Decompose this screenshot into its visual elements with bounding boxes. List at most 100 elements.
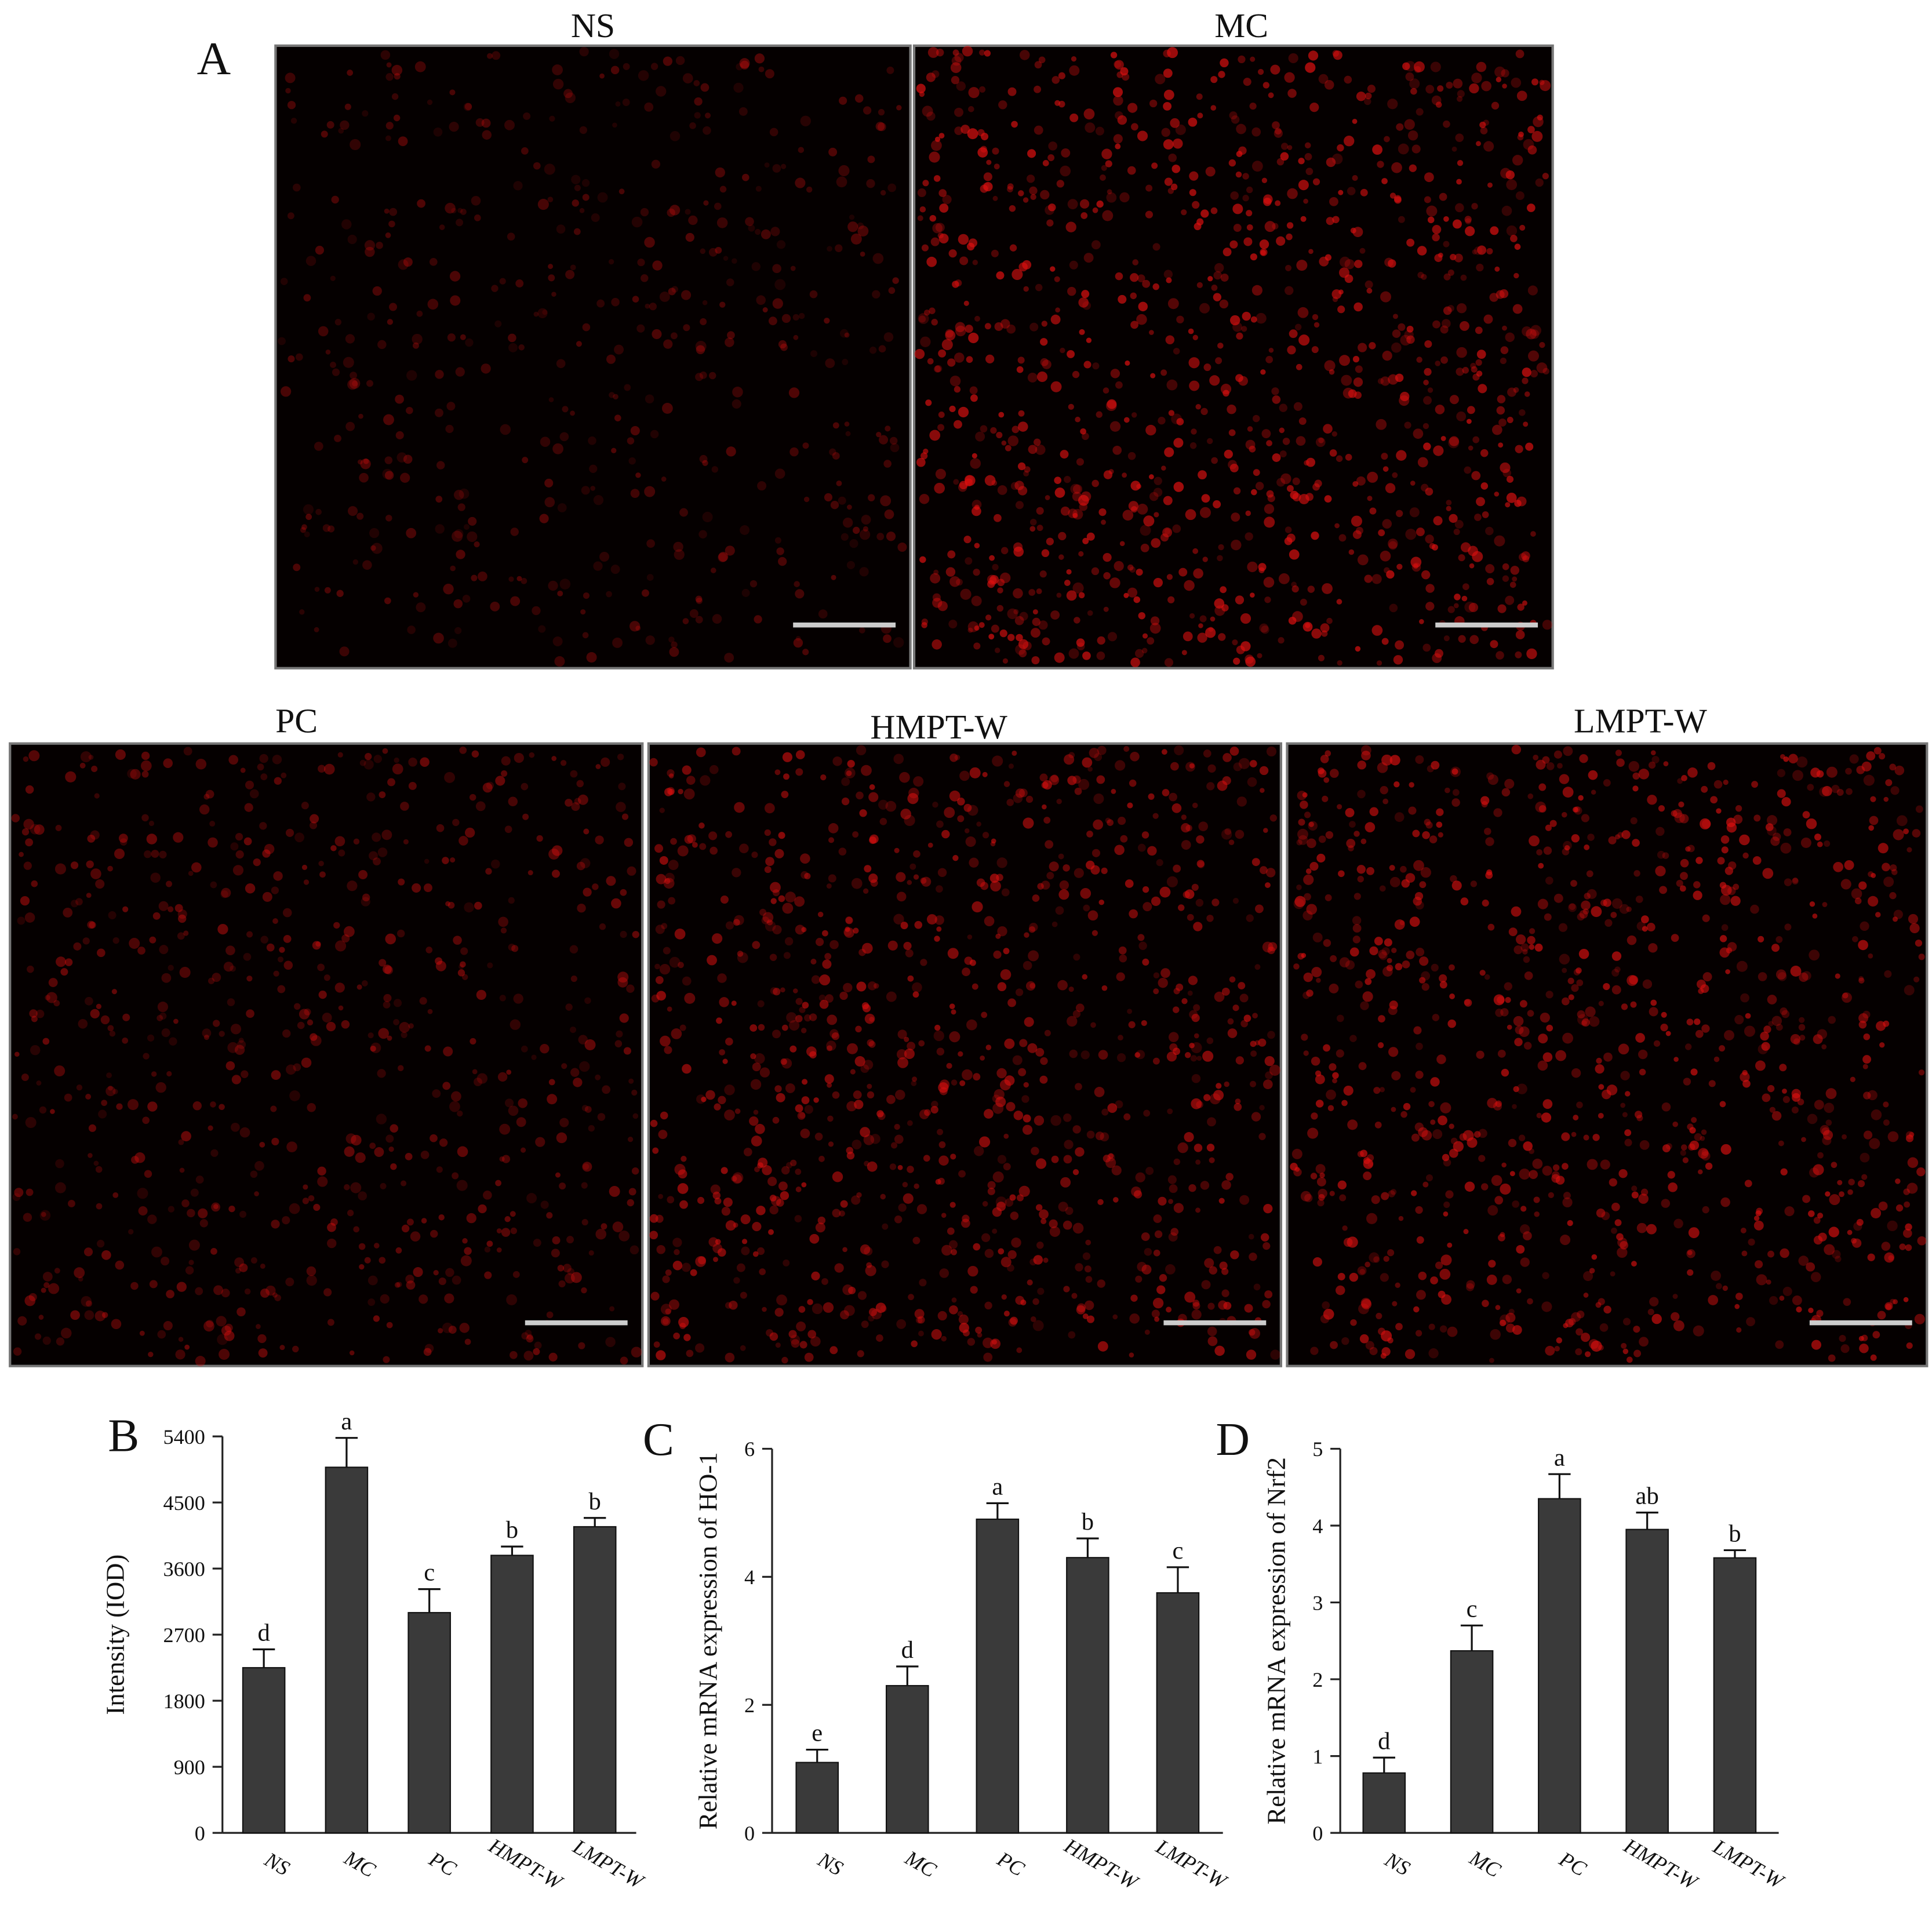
cell-dot bbox=[1439, 192, 1447, 201]
cell-dot bbox=[860, 1127, 871, 1138]
cell-dot bbox=[1538, 862, 1544, 869]
cell-dot bbox=[1349, 947, 1359, 957]
cell-dot bbox=[1450, 1137, 1458, 1145]
cell-dot bbox=[1510, 235, 1518, 242]
cell-dot bbox=[1471, 72, 1482, 83]
cell-dot bbox=[1030, 194, 1036, 201]
panel-label: A bbox=[197, 32, 231, 85]
cell-dot bbox=[1524, 391, 1530, 397]
cell-dot bbox=[1153, 988, 1159, 995]
cell-dot bbox=[1259, 766, 1269, 776]
cell-dot bbox=[1807, 784, 1814, 791]
cell-dot bbox=[1329, 983, 1339, 993]
cell-dot bbox=[454, 529, 464, 538]
cell-dot bbox=[960, 588, 972, 600]
cell-dot bbox=[168, 906, 174, 912]
cell-dot bbox=[274, 1294, 281, 1301]
cell-dot bbox=[1163, 49, 1171, 58]
cell-dot bbox=[1541, 1301, 1552, 1312]
cell-dot bbox=[322, 524, 331, 532]
cell-dot bbox=[772, 1116, 780, 1124]
cell-dot bbox=[699, 843, 707, 850]
cell-dot bbox=[597, 1113, 606, 1121]
cell-dot bbox=[265, 1285, 276, 1296]
cell-dot bbox=[796, 1321, 806, 1331]
cell-dot bbox=[895, 1090, 905, 1100]
cell-dot bbox=[526, 1193, 537, 1204]
y-tick-label: 5400 bbox=[163, 1425, 205, 1449]
cell-dot bbox=[1474, 514, 1482, 521]
cell-dot bbox=[593, 495, 604, 505]
cell-dot bbox=[1516, 90, 1527, 101]
cell-dot bbox=[1906, 1182, 1918, 1194]
cell-dot bbox=[1792, 878, 1799, 885]
cell-dot bbox=[847, 759, 855, 768]
cell-dot bbox=[1189, 442, 1197, 449]
cell-dot bbox=[483, 1191, 492, 1200]
cell-dot bbox=[1516, 496, 1527, 507]
cell-dot bbox=[30, 1045, 41, 1056]
cell-dot bbox=[1394, 919, 1405, 930]
cell-dot bbox=[23, 861, 32, 870]
cell-dot bbox=[929, 151, 940, 163]
cell-dot bbox=[878, 799, 889, 810]
cell-dot bbox=[1657, 850, 1665, 859]
cell-dot bbox=[540, 1043, 550, 1054]
cell-dot bbox=[894, 1134, 904, 1144]
cell-dot bbox=[1021, 1095, 1029, 1103]
cell-dot bbox=[75, 898, 83, 906]
cell-dot bbox=[741, 1239, 748, 1244]
cell-dot bbox=[957, 815, 965, 823]
cell-dot bbox=[1307, 1127, 1319, 1139]
cell-dot bbox=[1416, 356, 1422, 363]
cell-dot bbox=[1101, 519, 1106, 525]
cell-dot bbox=[308, 1195, 315, 1202]
cell-dot bbox=[1316, 1177, 1326, 1187]
cell-dot bbox=[1415, 1071, 1424, 1079]
cell-dot bbox=[868, 792, 879, 802]
cell-dot bbox=[1039, 570, 1047, 578]
cell-dot bbox=[1042, 637, 1050, 646]
cell-dot bbox=[1199, 507, 1211, 518]
cell-dot bbox=[751, 262, 761, 271]
cell-dot bbox=[234, 1045, 245, 1055]
cell-dot bbox=[1164, 177, 1173, 186]
cell-dot bbox=[1323, 424, 1333, 434]
cell-dot bbox=[35, 1009, 45, 1018]
cell-dot bbox=[351, 1134, 362, 1146]
y-tick-label: 0 bbox=[195, 1822, 205, 1845]
cell-dot bbox=[984, 323, 991, 330]
cell-dot bbox=[1010, 482, 1019, 490]
cell-dot bbox=[1016, 634, 1023, 642]
cell-dot bbox=[719, 301, 726, 308]
cell-dot bbox=[599, 73, 605, 79]
cell-dot bbox=[1076, 458, 1084, 466]
cell-dot bbox=[328, 525, 335, 533]
cell-dot bbox=[1304, 460, 1309, 466]
cell-dot bbox=[1443, 216, 1449, 222]
cell-dot bbox=[1082, 651, 1091, 660]
cell-dot bbox=[1253, 1283, 1261, 1291]
cell-dot bbox=[1918, 954, 1925, 960]
cell-dot bbox=[715, 246, 722, 254]
cell-dot bbox=[725, 337, 734, 347]
cell-dot bbox=[1376, 1312, 1382, 1319]
cell-dot bbox=[1531, 130, 1543, 142]
cell-dot bbox=[826, 1045, 833, 1051]
cell-dot bbox=[219, 1348, 230, 1360]
cell-dot bbox=[438, 1277, 446, 1286]
cell-dot bbox=[949, 376, 961, 387]
cell-dot bbox=[1261, 429, 1271, 439]
cell-dot bbox=[768, 316, 777, 326]
cell-dot bbox=[1449, 1123, 1454, 1129]
cell-dot bbox=[1903, 1297, 1909, 1302]
cell-dot bbox=[1518, 1134, 1526, 1141]
cell-dot bbox=[1527, 1010, 1534, 1017]
cell-dot bbox=[1634, 1111, 1643, 1119]
cell-dot bbox=[1275, 128, 1282, 135]
cell-dot bbox=[1312, 178, 1320, 185]
cell-dot bbox=[1828, 1016, 1836, 1024]
cell-dot bbox=[857, 1350, 864, 1358]
cell-dot bbox=[1562, 997, 1570, 1006]
cell-dot bbox=[992, 1171, 1004, 1183]
